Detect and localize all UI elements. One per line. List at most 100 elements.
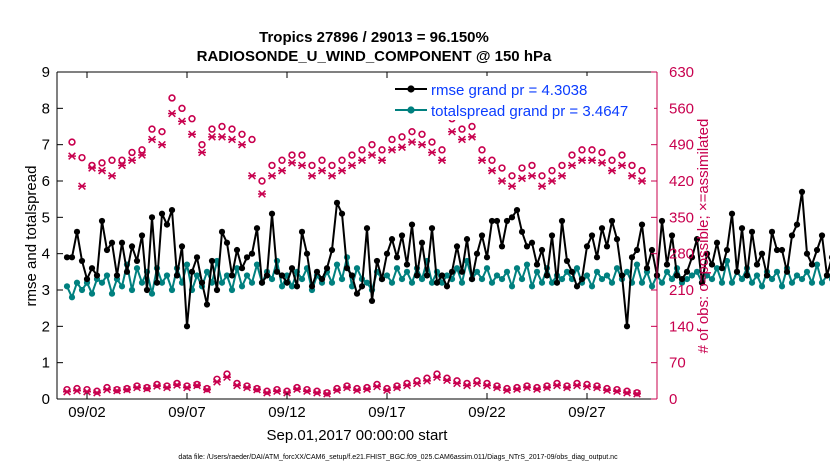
assimilated-obs-point — [313, 388, 321, 397]
totalspread-point — [538, 279, 546, 286]
possible-obs-point — [468, 122, 476, 131]
rmse-point — [678, 276, 686, 283]
assimilated-obs-point — [173, 381, 181, 389]
possible-obs-point — [578, 146, 586, 154]
assimilated-obs-point — [543, 383, 551, 392]
rmse-point — [778, 246, 786, 254]
rmse-point — [403, 261, 411, 268]
rmse-point — [583, 243, 591, 250]
possible-obs-point — [183, 382, 191, 390]
rmse-point — [73, 228, 81, 235]
assimilated-obs-point — [338, 166, 346, 175]
rmse-point — [518, 228, 526, 235]
totalspread-point — [608, 279, 616, 286]
chart-title-line1: Tropics 27896 / 29013 = 96.150% — [259, 29, 489, 46]
rmse-point — [698, 279, 706, 286]
totalspread-point — [748, 279, 756, 286]
assimilated-obs-point — [578, 156, 586, 165]
x-axis-label: Sep.01,2017 00:00:00 start — [267, 427, 449, 444]
rmse-point — [563, 257, 571, 265]
assimilated-obs-point — [568, 161, 576, 170]
possible-obs-point — [238, 130, 246, 138]
assimilated-obs-point — [153, 382, 161, 390]
totalspread-point — [458, 279, 466, 286]
rmse-point — [103, 246, 111, 254]
rmse-point — [598, 225, 606, 232]
possible-obs-point — [123, 384, 131, 393]
possible-obs-point — [158, 127, 166, 136]
y-left-tick-label: 5 — [42, 209, 50, 226]
possible-obs-point — [383, 384, 391, 393]
rmse-point — [188, 268, 196, 275]
assimilated-obs-point — [528, 171, 536, 180]
possible-obs-point — [528, 161, 536, 170]
possible-obs-point — [493, 382, 501, 390]
rmse-point — [183, 323, 191, 330]
possible-obs-point — [503, 384, 511, 393]
possible-obs-point — [543, 382, 551, 390]
rmse-point — [613, 236, 621, 243]
possible-obs-point — [198, 140, 206, 149]
possible-obs-point — [428, 138, 436, 146]
rmse-point — [308, 283, 316, 290]
rmse-point — [178, 243, 186, 250]
rmse-series — [63, 188, 830, 330]
assimilated-obs-point — [108, 171, 116, 180]
possible-obs-point — [518, 164, 526, 172]
assimilated-obs-point — [458, 135, 466, 144]
rmse-point — [348, 272, 356, 279]
assimilated-obs-point — [538, 182, 546, 191]
possible-obs-point — [108, 156, 116, 164]
possible-obs-point — [193, 380, 201, 389]
rmse-point — [418, 239, 426, 246]
totalspread-point — [408, 279, 416, 286]
rmse-point — [443, 283, 451, 290]
possible-obs-point — [303, 385, 311, 394]
rmse-point — [758, 250, 766, 257]
assimilated-obs-point — [288, 159, 296, 167]
assimilated-obs-point — [193, 381, 201, 390]
rmse-point — [738, 225, 746, 232]
possible-obs-point — [153, 380, 161, 389]
rmse-point — [208, 257, 216, 265]
totalspread-point — [278, 283, 286, 290]
totalspread-point — [533, 268, 541, 275]
rmse-point — [733, 268, 741, 275]
rmse-point — [648, 246, 656, 254]
assimilated-obs-point — [118, 161, 126, 170]
rmse-point — [98, 217, 106, 225]
totalspread-point — [768, 276, 776, 283]
legend-entry-rmse: rmse grand pr = 4.3038 — [395, 82, 587, 99]
totalspread-point — [688, 272, 696, 279]
rmse-point — [488, 217, 496, 225]
totalspread-point — [338, 276, 346, 283]
right-y-ticks: 0 70 140 210 280 350 420 490 560 630 — [651, 64, 694, 408]
rmse-point — [803, 250, 811, 257]
rmse-point — [203, 301, 211, 308]
rmse-point — [293, 283, 301, 290]
rmse-point — [478, 232, 486, 239]
assimilated-obs-point — [408, 138, 416, 146]
possible-obs-point — [368, 140, 376, 149]
rmse-point — [428, 225, 436, 232]
possible-obs-point — [618, 151, 626, 159]
possible-obs-point — [218, 122, 226, 131]
possible-obs-point — [533, 383, 541, 392]
totalspread-point — [573, 265, 581, 272]
assimilated-obs-point — [563, 383, 571, 392]
assimilated-obs-point — [613, 387, 621, 396]
totalspread-point — [498, 276, 506, 283]
possible-obs-point — [568, 151, 576, 159]
totalspread-point — [383, 272, 391, 279]
assimilated-obs-point — [333, 386, 341, 395]
assimilated-obs-point — [638, 177, 646, 185]
rmse-point — [458, 268, 466, 275]
totalspread-point — [563, 268, 571, 275]
rmse-point — [233, 246, 241, 254]
assimilated-obs-point — [253, 385, 261, 394]
y-axis-label-left: rmse and totalspread — [23, 166, 40, 307]
rmse-line — [67, 190, 830, 328]
rmse-point — [193, 254, 201, 261]
totalspread-point — [728, 279, 736, 286]
totalspread-point — [328, 279, 336, 286]
